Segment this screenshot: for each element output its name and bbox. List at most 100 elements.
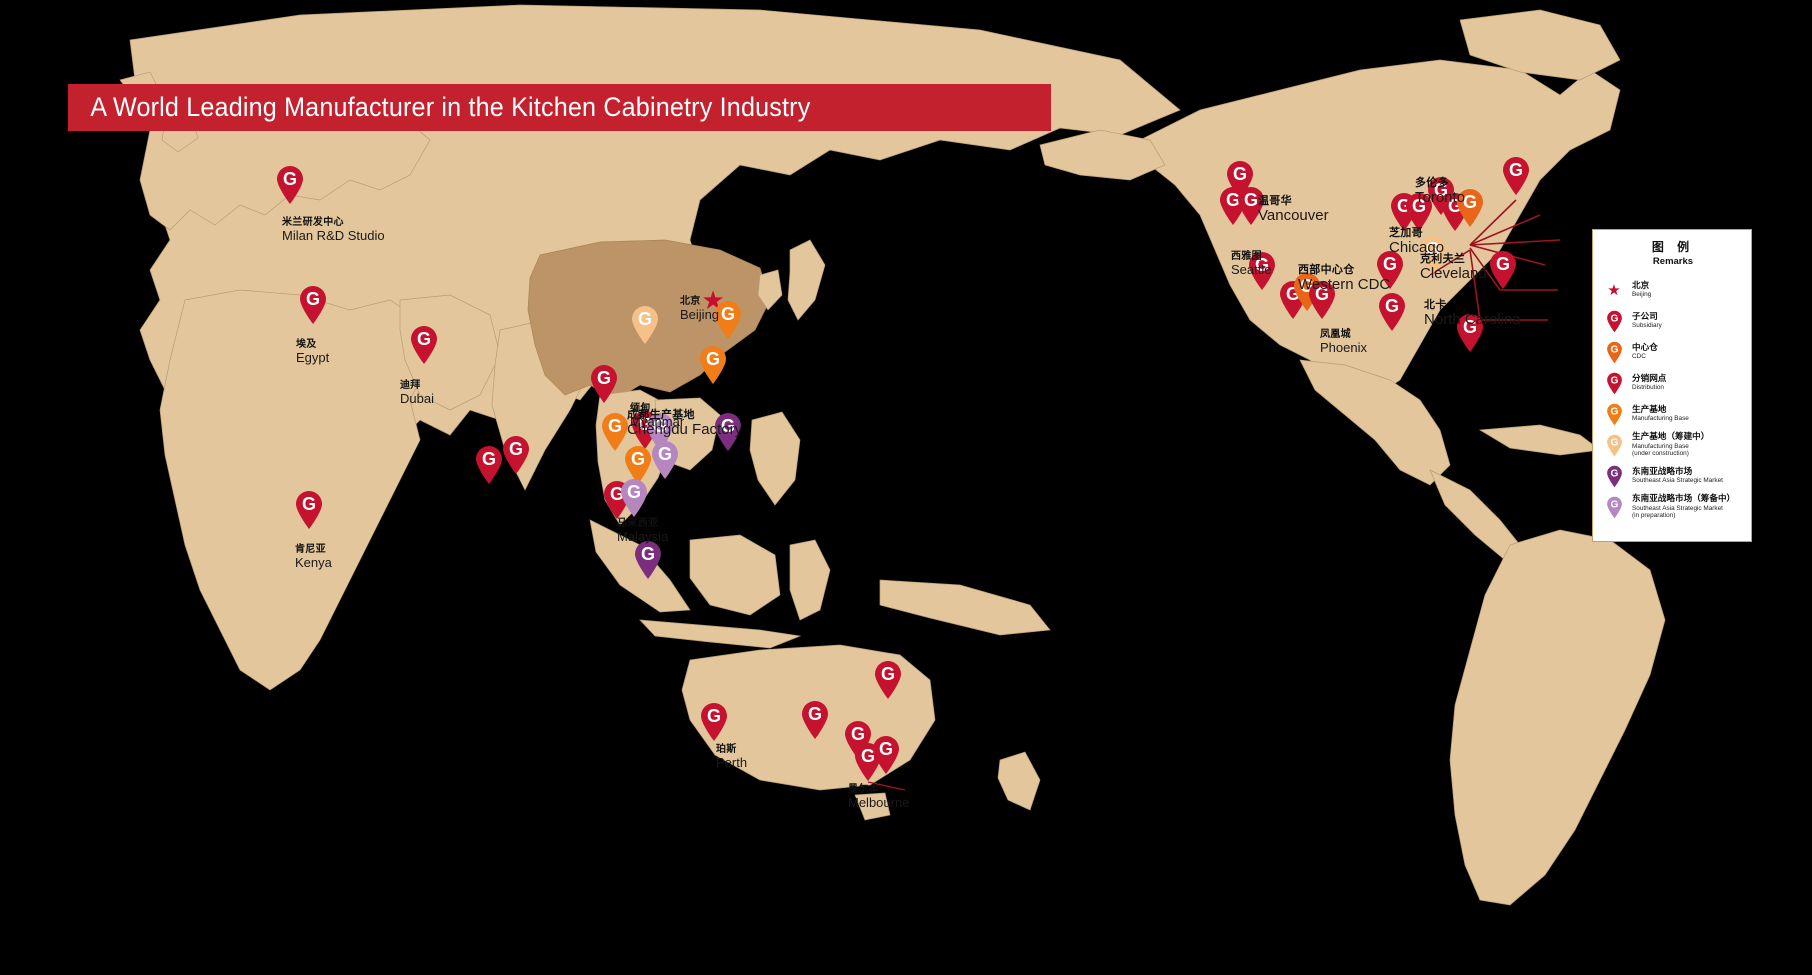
legend-item-3-text: 中心仓 CDC [1632,342,1658,361]
star-icon: ★ [1607,282,1621,299]
label-toronto: 多伦多 Toronto [1415,178,1465,206]
label-milan: 米兰研发中心 Milan R&D Studio [282,218,385,243]
svg-text:G: G [1496,254,1510,274]
pin-east-1[interactable]: G [1488,250,1518,290]
label-chicago-en: Chicago [1389,239,1445,256]
pin-texas[interactable]: G [1377,292,1407,332]
label-myanmar-cn: 缅甸 [630,403,651,414]
pin-dubai[interactable]: G [409,325,439,365]
svg-text:G: G [879,739,893,759]
svg-text:G: G [509,439,523,459]
svg-text:G: G [417,329,431,349]
svg-text:G: G [608,416,622,436]
pin-tasmania[interactable]: G [853,742,883,782]
pin-california[interactable]: G [1247,251,1277,291]
pin-chicago-2[interactable]: G [1404,192,1434,232]
legend-item-4-en: Distribution [1632,384,1664,392]
svg-text:G: G [1610,313,1618,324]
pin-laos[interactable]: G [650,440,680,480]
label-western-cdc-en: Western CDC [1298,276,1391,293]
svg-text:G: G [808,704,822,724]
pin-adelaide[interactable]: G [800,700,830,740]
pin-brisbane[interactable]: G [873,660,903,700]
pin-cambodia[interactable]: G [623,445,653,485]
pin-china-east2[interactable]: G [698,345,728,385]
legend-item-2: G 子公司 Subsidiary [1601,307,1745,335]
label-chicago-cn: 芝加哥 [1389,227,1423,239]
pin-india-south[interactable]: G [501,435,531,475]
label-australia-perth: 珀斯 Perth [716,745,748,770]
landmass-caribbean [1478,424,1601,456]
label-vancouver: 温哥华 Vancouver [1258,196,1329,224]
legend-item-2-cn: 子公司 [1632,311,1658,322]
landmass-arabia [399,294,501,411]
pin-perth[interactable]: G [699,702,729,742]
pin-indonesia[interactable]: G [633,540,663,580]
landmass-tasmania [854,792,891,821]
svg-text:G: G [627,482,641,502]
landmass-borneo [689,534,781,616]
map-pin-icon: G [1601,463,1627,489]
pin-cleveland-2[interactable]: G [1455,188,1485,228]
pin-malaysia-2[interactable]: G [619,478,649,518]
pin-china-east1[interactable]: G [713,300,743,340]
svg-text:G: G [306,289,320,309]
label-phoenix-en: Phoenix [1320,340,1367,355]
pin-egypt[interactable]: G [298,285,328,325]
svg-text:G: G [1509,160,1523,180]
map-pin-icon: G [1601,370,1627,396]
legend-item-7-en: Southeast Asia Strategic Market [1632,477,1723,485]
pin-milan[interactable]: G [275,165,305,205]
legend-item-4-cn: 分销网点 [1632,373,1667,384]
svg-text:G: G [1255,255,1269,275]
legend-item-1-text: 北京 Beijing [1632,280,1652,299]
pin-wcdc-3[interactable]: G [1307,280,1337,320]
label-dubai: 迪拜 Dubai [400,381,434,406]
label-malaysia-cn: 马来西亚 [617,518,659,529]
svg-text:G: G [302,494,316,514]
legend-item-1-en: Beijing [1632,291,1652,299]
svg-text:G: G [1233,164,1247,184]
label-seattle-cn: 西雅图 [1231,251,1262,262]
pin-northcarolina[interactable]: G [1418,235,1448,275]
legend-item-5-text: 生产基地 Manufacturing Base [1632,404,1689,423]
pin-southeast[interactable]: G [1375,250,1405,290]
label-malaysia-en: Malaysia [617,529,669,544]
pin-kenya[interactable]: G [294,490,324,530]
pin-india-west[interactable]: G [474,445,504,485]
label-vancouver-en: Vancouver [1258,207,1329,224]
label-milan-en: Milan R&D Studio [282,228,385,243]
map-pin-icon: G [1601,401,1627,427]
pin-seattle-2[interactable]: G [1236,186,1266,226]
pin-myanmar[interactable]: G [589,364,619,404]
landmass-philippines [749,411,801,506]
svg-text:G: G [1610,375,1618,386]
legend-item-8-cn: 东南亚战略市场（筹备中） [1632,493,1736,504]
svg-text:G: G [638,309,652,329]
label-egypt-en: Egypt [296,350,330,365]
svg-text:G: G [1434,180,1448,200]
landmass-newzealand [997,751,1041,811]
label-north-carolina-cn: 北卡 [1424,299,1447,311]
pin-philippines[interactable]: G [713,412,743,452]
pin-chengdu[interactable]: G [630,305,660,345]
legend-item-3-cn: 中心仓 [1632,342,1658,353]
label-kenya-en: Kenya [295,555,332,570]
legend-item-7-text: 东南亚战略市场 Southeast Asia Strategic Market [1632,466,1723,485]
svg-text:G: G [1463,192,1477,212]
legend-item-8-text: 东南亚战略市场（筹备中） Southeast Asia Strategic Mar… [1632,493,1736,520]
pin-thailand[interactable]: G [600,412,630,452]
map-pin-icon: G [1601,432,1627,458]
legend-item-7: G 东南亚战略市场 Southeast Asia Strategic Market [1601,462,1745,490]
label-australia-perth-en: Perth [716,755,748,770]
svg-text:G: G [658,444,672,464]
label-malaysia: 马来西亚 Malaysia [617,518,669,544]
pin-florida[interactable]: G [1455,313,1485,353]
pin-newyork[interactable]: G [1501,156,1531,196]
legend-item-8-en: Southeast Asia Strategic Market (in prepa… [1632,504,1723,520]
label-seattle: 西雅图 Seattle [1231,251,1271,277]
label-australia-melbourne-en: Melbourne [848,795,910,810]
legend-item-7-cn: 东南亚战略市场 [1632,466,1693,477]
label-beijing: 北京 Beijing [680,297,719,322]
pin-melbourne[interactable]: G [871,735,901,775]
